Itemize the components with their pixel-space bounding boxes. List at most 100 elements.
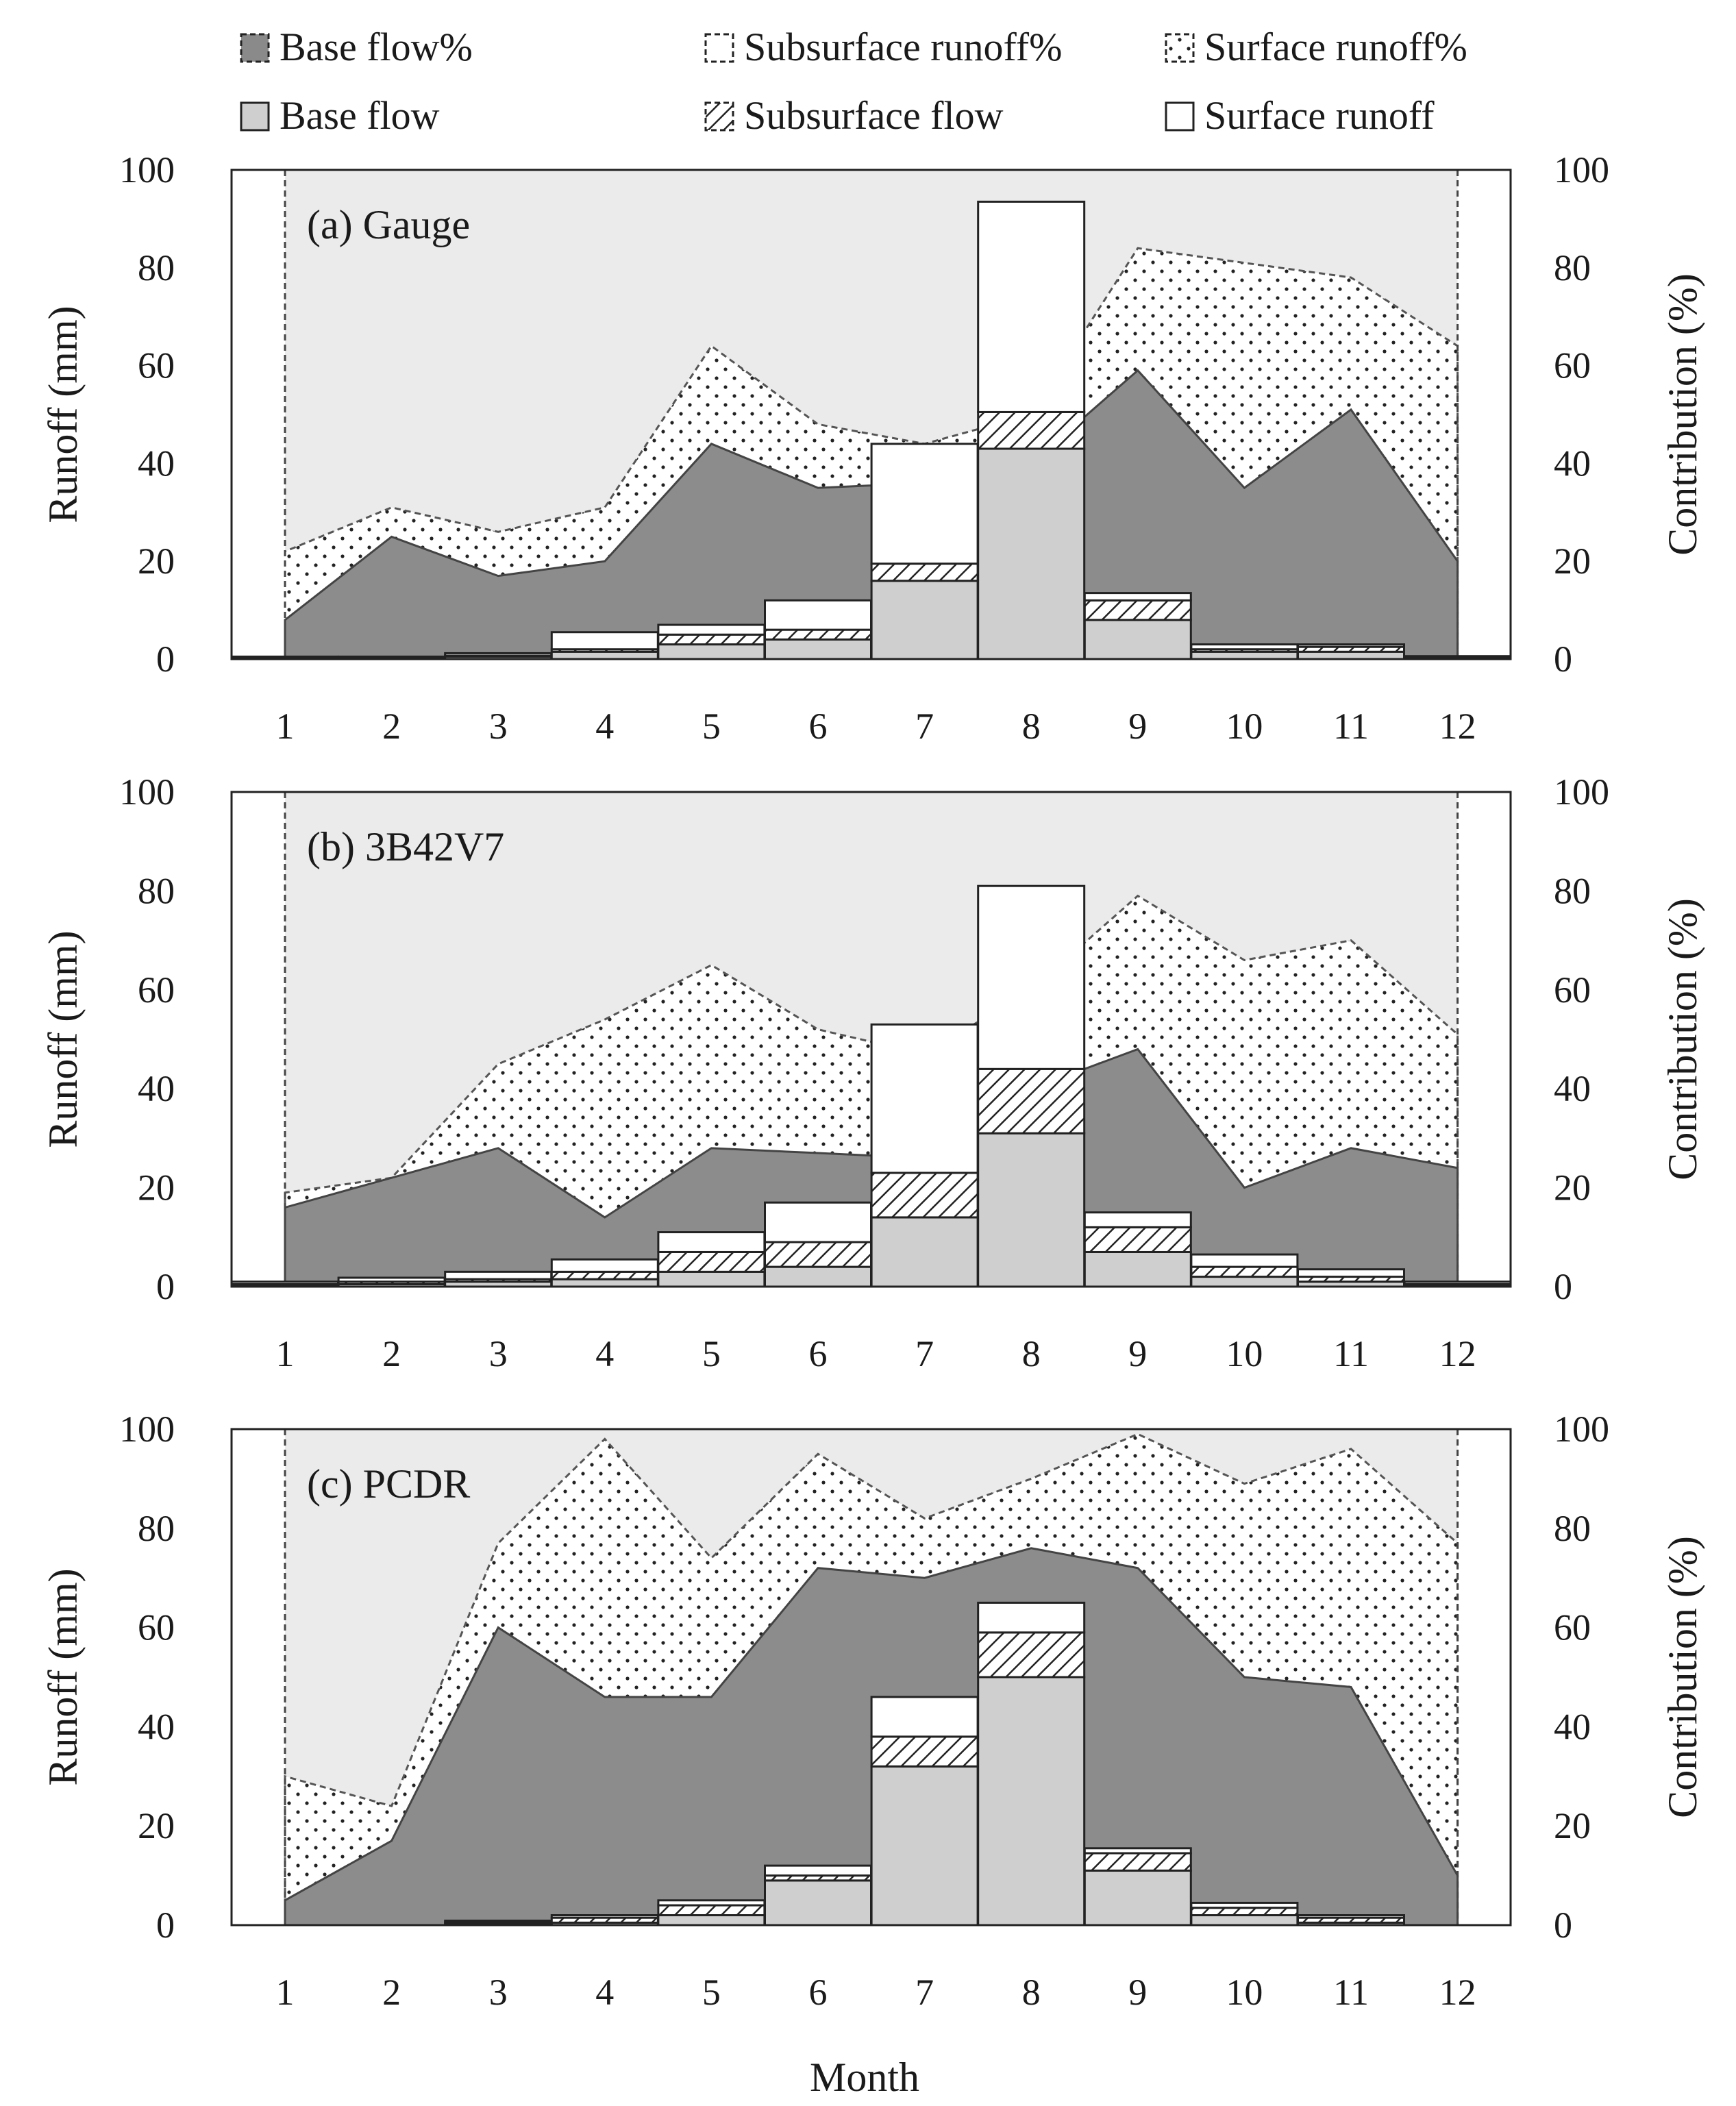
y-tick-label: 80 (138, 870, 175, 911)
y-axis-label: Runoff (mm) (40, 1568, 86, 1785)
bar-base-flow (870, 580, 979, 660)
legend-item-base-flow: Base flow (240, 93, 440, 138)
bar-base-flow (657, 1914, 766, 1927)
y2-tick-label: 60 (1554, 1607, 1591, 1648)
legend-item-base-flow-pct: Base flow% (240, 25, 473, 69)
x-tick-label: 3 (489, 1972, 508, 2013)
x-tick-label: 12 (1439, 1972, 1476, 2013)
bar-base-flow (977, 447, 1086, 660)
y2-tick-label: 0 (1554, 1905, 1572, 1946)
y-tick-label: 100 (119, 149, 175, 190)
y2-tick-label: 60 (1554, 345, 1591, 386)
bar-subsurface-flow (870, 562, 979, 582)
bar-base-flow (550, 1278, 659, 1288)
bar-surface-runoff (444, 1270, 553, 1280)
x-tick-label: 2 (382, 1333, 401, 1374)
x-tick-label: 3 (489, 706, 508, 747)
bar-surface-runoff (764, 1864, 872, 1877)
bar-surface-runoff (1297, 643, 1405, 648)
bar-subsurface-flow (550, 1270, 659, 1280)
y2-tick-label: 80 (1554, 870, 1591, 911)
x-axis-label: Month (810, 2055, 919, 2100)
bar-base-flow (657, 1270, 766, 1288)
y2-tick-label: 80 (1554, 247, 1591, 288)
bar-surface-runoff (657, 1231, 766, 1253)
legend-label: Subsurface flow (744, 93, 1004, 138)
y2-tick-label: 0 (1554, 639, 1572, 680)
bar-surface-runoff (1403, 1280, 1512, 1285)
panel-title: (c) PCDR (307, 1461, 470, 1507)
x-tick-label: 12 (1439, 706, 1476, 747)
x-tick-label: 2 (382, 706, 401, 747)
y-axis-label: Runoff (mm) (40, 930, 86, 1148)
x-tick-label: 9 (1128, 1333, 1147, 1374)
bar-surface-runoff (764, 599, 872, 631)
bar-subsurface-flow (764, 628, 872, 641)
bar-subsurface-flow (870, 1172, 979, 1219)
legend-label: Surface runoff% (1204, 25, 1467, 69)
x-tick-label: 8 (1022, 1333, 1041, 1374)
x-tick-label: 4 (595, 706, 614, 747)
x-tick-label: 5 (702, 1333, 721, 1374)
x-tick-label: 11 (1333, 1333, 1369, 1374)
y-tick-label: 20 (138, 1167, 175, 1209)
bar-surface-runoff (1403, 655, 1512, 658)
bar-subsurface-flow (657, 1250, 766, 1273)
x-tick-label: 3 (489, 1333, 508, 1374)
y-tick-label: 0 (156, 639, 175, 680)
bar-subsurface-flow (1083, 599, 1192, 621)
bar-base-flow (764, 1265, 872, 1288)
bar-surface-runoff (1297, 1914, 1405, 1919)
y2-tick-label: 40 (1554, 1706, 1591, 1747)
y-axis-label: Runoff (mm) (40, 306, 86, 523)
bar-surface-runoff (977, 1601, 1086, 1634)
y2-tick-label: 20 (1554, 1167, 1591, 1209)
y-tick-label: 20 (138, 1805, 175, 1846)
bar-subsurface-flow (657, 633, 766, 646)
bar-surface-runoff (230, 655, 339, 659)
x-tick-label: 1 (276, 1972, 295, 2013)
y2-tick-label: 100 (1554, 1409, 1609, 1450)
y2-tick-label: 40 (1554, 1068, 1591, 1109)
y-tick-label: 60 (138, 1607, 175, 1648)
legend-item-subsurface-flow: Subsurface flow (704, 93, 1004, 138)
bar-surface-runoff (1297, 1268, 1405, 1278)
x-tick-label: 6 (809, 1972, 828, 2013)
x-tick-label: 6 (809, 1333, 828, 1374)
bar-surface-runoff (870, 1023, 979, 1174)
bar-base-flow (1190, 1914, 1299, 1927)
x-tick-label: 9 (1128, 1972, 1147, 2013)
bar-surface-runoff (444, 652, 553, 657)
y2-axis-label: Contribution (%) (1660, 1536, 1705, 1818)
x-tick-label: 8 (1022, 706, 1041, 747)
plot-frame (230, 1428, 1512, 1927)
bar-surface-runoff (870, 1696, 979, 1738)
y2-tick-label: 100 (1554, 771, 1609, 813)
y2-tick-label: 40 (1554, 443, 1591, 484)
x-tick-label: 12 (1439, 1333, 1476, 1374)
y-tick-label: 100 (119, 771, 175, 813)
x-tick-label: 11 (1333, 1972, 1369, 2013)
x-tick-label: 5 (702, 1972, 721, 2013)
y-tick-label: 20 (138, 541, 175, 582)
x-tick-label: 10 (1226, 1333, 1263, 1374)
bar-base-flow (1190, 1276, 1299, 1288)
x-tick-label: 8 (1022, 1972, 1041, 2013)
bar-subsurface-flow (1083, 1226, 1192, 1253)
bar-surface-runoff (1190, 1901, 1299, 1909)
bar-subsurface-flow (1190, 1907, 1299, 1917)
bar-surface-runoff (1083, 592, 1192, 602)
x-tick-label: 2 (382, 1972, 401, 2013)
bar-surface-runoff (764, 1201, 872, 1243)
bar-base-flow (977, 1676, 1086, 1927)
legend-label: Subsurface runoff% (744, 25, 1062, 69)
legend-item-surface-runoff: Surface runoff (1165, 93, 1435, 138)
y2-axis-label: Contribution (%) (1660, 273, 1705, 556)
bar-base-flow (1083, 619, 1192, 660)
bar-surface-runoff (1190, 643, 1299, 651)
x-tick-label: 4 (595, 1333, 614, 1374)
plot-frame (230, 791, 1512, 1288)
legend-item-surface-runoff-pct: Surface runoff% (1165, 25, 1467, 69)
legend-label: Base flow (280, 93, 440, 138)
